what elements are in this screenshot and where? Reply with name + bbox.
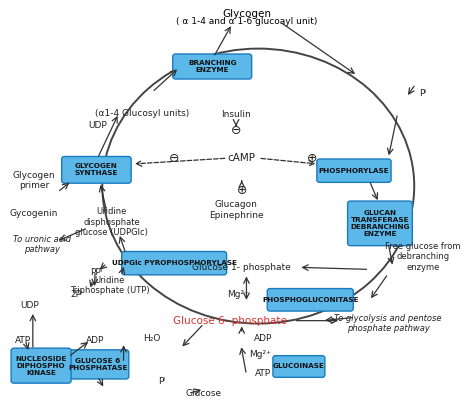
Text: To uronic acid
pathway: To uronic acid pathway (13, 235, 72, 254)
Text: ⊕: ⊕ (307, 152, 318, 165)
Text: ADP: ADP (254, 334, 272, 344)
Text: ⊕: ⊕ (237, 184, 247, 197)
Text: NUCLEOSIDE
DIPHOSPHO
KINASE: NUCLEOSIDE DIPHOSPHO KINASE (16, 356, 67, 376)
Text: ⊖: ⊖ (231, 124, 241, 137)
Text: Glucose 1- phosphate: Glucose 1- phosphate (192, 263, 291, 272)
Text: Mg²⁺: Mg²⁺ (249, 350, 271, 359)
Text: Mg²⁺: Mg²⁺ (228, 290, 249, 299)
FancyBboxPatch shape (273, 356, 325, 377)
Text: Gycogenin: Gycogenin (9, 209, 58, 218)
Text: BRANCHING
ENZYME: BRANCHING ENZYME (188, 60, 237, 73)
Text: UDP: UDP (21, 301, 39, 310)
FancyBboxPatch shape (347, 201, 412, 246)
Text: H₂O: H₂O (143, 334, 161, 344)
Text: UDP: UDP (88, 121, 107, 130)
FancyBboxPatch shape (11, 348, 71, 383)
Text: Pᴵ: Pᴵ (158, 377, 165, 386)
Text: (α1-4 Glucosyl units): (α1-4 Glucosyl units) (95, 109, 190, 118)
Text: ATP: ATP (15, 336, 31, 345)
Text: Pᴵ: Pᴵ (419, 89, 426, 98)
Text: Free glucose from
debranching
enzyme: Free glucose from debranching enzyme (385, 242, 460, 272)
Text: PHOSPHOGLUCONITASE: PHOSPHOGLUCONITASE (262, 297, 358, 303)
FancyBboxPatch shape (62, 156, 131, 183)
Text: Glycogen
primer: Glycogen primer (12, 171, 55, 190)
FancyBboxPatch shape (267, 288, 353, 311)
Text: To glycolysis and pentose
phosphate pathway: To glycolysis and pentose phosphate path… (335, 314, 442, 333)
Text: 2Pᴵ: 2Pᴵ (71, 291, 83, 299)
FancyBboxPatch shape (173, 54, 252, 79)
Text: Glycogen: Glycogen (222, 9, 271, 19)
Text: Glucagon
Epinephrine: Glucagon Epinephrine (209, 200, 264, 219)
Text: Glucose 6- phosphate: Glucose 6- phosphate (173, 316, 287, 326)
Text: PHOSPHORYLASE: PHOSPHORYLASE (319, 168, 389, 173)
Text: Glucose: Glucose (186, 389, 222, 398)
Text: ATP: ATP (255, 369, 271, 378)
Text: GLYCOGEN
SYNTHASE: GLYCOGEN SYNTHASE (75, 163, 118, 176)
Text: cAMP: cAMP (228, 153, 256, 163)
FancyBboxPatch shape (122, 252, 227, 275)
Text: PPᴵ: PPᴵ (90, 268, 102, 277)
Text: ADP: ADP (86, 336, 104, 345)
Text: Insulin: Insulin (221, 110, 251, 120)
FancyBboxPatch shape (66, 350, 129, 379)
Text: Uridine
Triphosphate (UTP): Uridine Triphosphate (UTP) (70, 275, 149, 295)
Text: ( α 1-4 and α 1-6 glucoayl unit): ( α 1-4 and α 1-6 glucoayl unit) (176, 18, 317, 26)
FancyBboxPatch shape (317, 159, 391, 182)
Text: Uridine
disphosphate
glucose (UDPGlc): Uridine disphosphate glucose (UDPGlc) (75, 207, 148, 237)
Text: GLUCOINASE: GLUCOINASE (273, 364, 325, 370)
Text: GLUCAN
TRANSFERASE
DEBRANCHING
ENZYME: GLUCAN TRANSFERASE DEBRANCHING ENZYME (350, 210, 410, 237)
Text: GLUCOSE 6
PHOSPHATASE: GLUCOSE 6 PHOSPHATASE (68, 358, 127, 371)
Text: UDPGlc PYROPHOSPHORYLASE: UDPGlc PYROPHOSPHORYLASE (112, 260, 237, 266)
Text: ⊖: ⊖ (169, 152, 180, 165)
